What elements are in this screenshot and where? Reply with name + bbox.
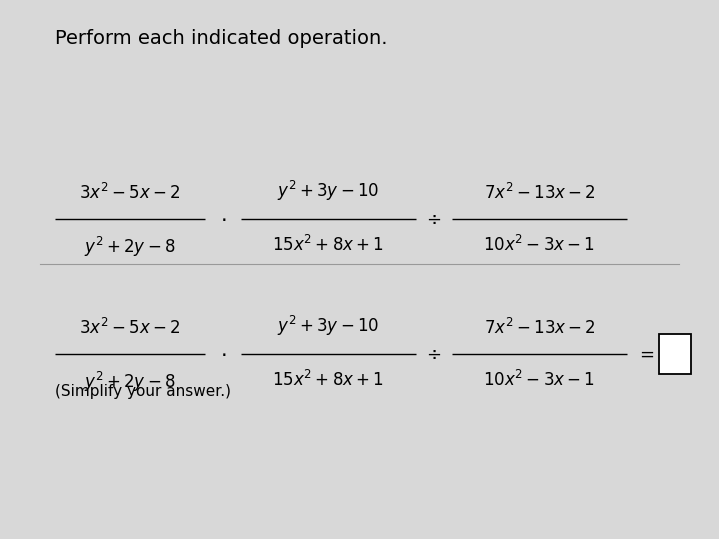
Text: $\cdot$: $\cdot$ [220,344,226,364]
Text: $y^2+2y-8$: $y^2+2y-8$ [84,370,175,394]
Text: $7x^2-13x-2$: $7x^2-13x-2$ [483,318,595,338]
Text: $\div$: $\div$ [426,210,441,228]
Text: $10x^2-3x-1$: $10x^2-3x-1$ [483,235,595,255]
Text: (Simplify your answer.): (Simplify your answer.) [55,384,231,399]
Text: $15x^2+8x+1$: $15x^2+8x+1$ [273,370,385,390]
Text: $15x^2+8x+1$: $15x^2+8x+1$ [273,235,385,255]
Text: $y^2+3y-10$: $y^2+3y-10$ [278,314,380,338]
Text: Perform each indicated operation.: Perform each indicated operation. [55,29,388,48]
Text: $y^2+2y-8$: $y^2+2y-8$ [84,235,175,259]
Text: $3x^2-5x-2$: $3x^2-5x-2$ [79,183,180,203]
Text: $7x^2-13x-2$: $7x^2-13x-2$ [483,183,595,203]
Text: $=$: $=$ [636,345,654,363]
Text: $\cdot$: $\cdot$ [220,209,226,229]
Text: $10x^2-3x-1$: $10x^2-3x-1$ [483,370,595,390]
Bar [659,334,691,374]
Text: $y^2+3y-10$: $y^2+3y-10$ [278,179,380,203]
Text: $3x^2-5x-2$: $3x^2-5x-2$ [79,318,180,338]
Text: $\div$: $\div$ [426,345,441,363]
